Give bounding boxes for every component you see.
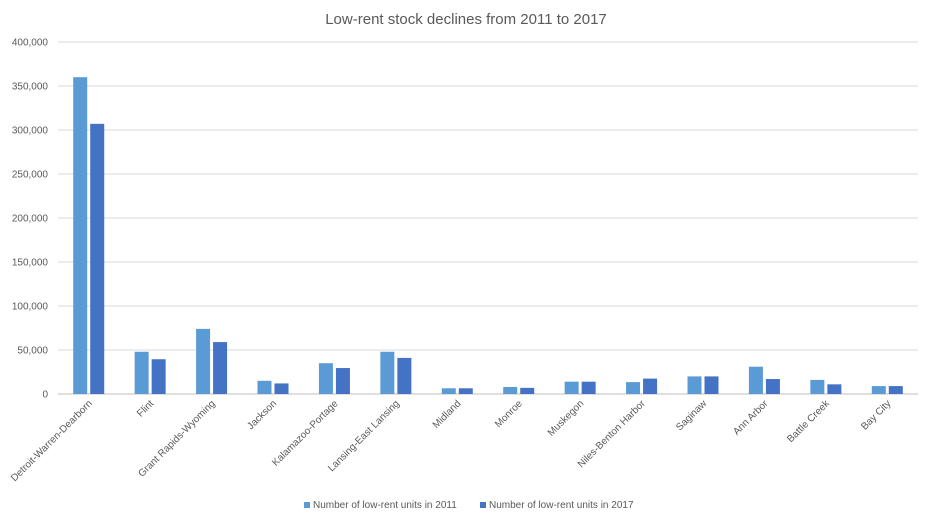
y-tick-label: 150,000: [12, 258, 49, 269]
legend-label: Number of low-rent units in 2011: [313, 500, 457, 511]
y-tick-label: 250,000: [12, 170, 49, 181]
bars: [73, 77, 903, 394]
y-tick-label: 50,000: [17, 346, 48, 357]
y-tick-label: 300,000: [12, 126, 49, 137]
bar-2011: [380, 351, 395, 394]
bar-2017: [643, 378, 658, 394]
legend-label: Number of low-rent units in 2017: [489, 500, 634, 511]
y-tick-label: 200,000: [12, 214, 49, 225]
y-tick-label: 350,000: [12, 82, 49, 93]
x-category-label: Lansing-East Lansing: [326, 398, 402, 474]
bar-2017: [888, 386, 903, 394]
gridlines: [58, 41, 918, 395]
bar-2017: [520, 387, 535, 394]
bar-2011: [687, 376, 702, 394]
bar-2011: [257, 380, 272, 394]
bar-2011: [73, 77, 88, 394]
x-category-label: Battle Creek: [785, 398, 832, 445]
y-tick-label: 100,000: [12, 302, 49, 313]
bar-2017: [581, 381, 596, 394]
bar-2017: [335, 368, 350, 394]
bar-2017: [397, 357, 412, 394]
bar-2011: [626, 382, 641, 394]
bar-2017: [827, 384, 842, 394]
y-axis-ticks: 0 50,000 100,000 150,000 200,000 250,000 300,0…: [12, 38, 49, 401]
bar-2017: [704, 376, 719, 394]
bar-2011: [318, 363, 333, 394]
bar-2017: [458, 388, 473, 394]
bar-2017: [213, 342, 228, 394]
bar-2011: [871, 386, 886, 394]
chart-title: Low-rent stock declines from 2011 to 201…: [325, 11, 607, 28]
x-category-label: Saginaw: [674, 398, 709, 433]
bar-2011: [503, 386, 518, 394]
bar-2017: [151, 359, 166, 394]
bar-2011: [810, 379, 825, 394]
x-category-label: Jackson: [245, 398, 279, 432]
x-category-label: Monroe: [493, 398, 525, 430]
x-category-label: Ann Arbor: [731, 398, 771, 438]
bar-2011: [196, 328, 211, 394]
x-category-label: Flint: [135, 398, 156, 419]
x-category-label: Detroit-Warren-Dearborn: [9, 398, 95, 484]
bar-2011: [441, 388, 456, 394]
bar-2011: [134, 351, 149, 394]
bar-2011: [748, 366, 763, 394]
x-category-label: Kalamazoo-Portage: [270, 398, 341, 469]
x-category-label: Bay City: [859, 398, 893, 432]
y-tick-label: 400,000: [12, 38, 49, 49]
bar-2017: [765, 379, 780, 394]
y-tick-label: 0: [42, 390, 48, 401]
legend-swatch: [304, 502, 310, 508]
legend-swatch: [480, 502, 486, 508]
bar-2017: [274, 383, 289, 394]
bar-2017: [90, 123, 105, 394]
x-category-label: Midland: [431, 398, 464, 431]
bar-2011: [564, 381, 579, 394]
x-category-label: Muskegon: [546, 398, 586, 438]
x-category-label: Niles-Benton Harbor: [576, 398, 648, 470]
legend: Number of low-rent units in 2011 Number o…: [304, 500, 634, 511]
